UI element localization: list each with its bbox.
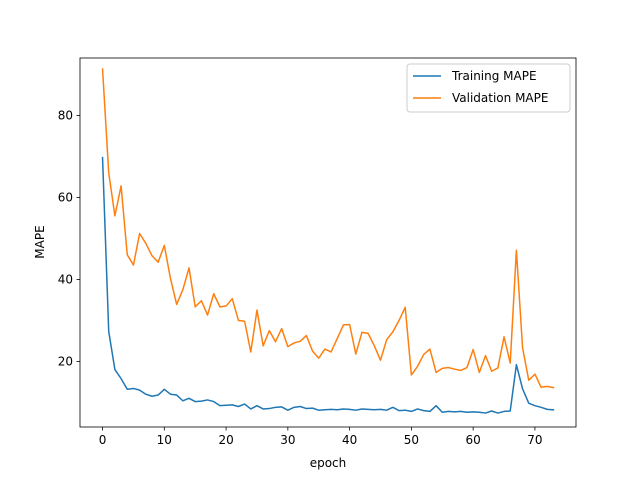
series-line-validation bbox=[101, 68, 555, 389]
x-tick-label: 60 bbox=[466, 433, 481, 447]
legend-entry-label: Training MAPE bbox=[451, 69, 537, 83]
legend-box bbox=[406, 63, 571, 113]
y-tick-label: 40 bbox=[58, 272, 73, 286]
y-tick-label: 60 bbox=[58, 190, 73, 204]
y-tick-label: 20 bbox=[58, 354, 73, 368]
legend: Training MAPE Validation MAPE bbox=[406, 63, 571, 113]
x-tick-label: 40 bbox=[342, 433, 357, 447]
x-axis-label: epoch bbox=[310, 456, 347, 470]
x-tick-label: 10 bbox=[157, 433, 172, 447]
x-tick-label: 0 bbox=[99, 433, 107, 447]
series-line-training bbox=[101, 156, 555, 414]
x-tick-label: 30 bbox=[280, 433, 295, 447]
x-tick-label: 20 bbox=[218, 433, 233, 447]
legend-entry-label: Validation MAPE bbox=[452, 91, 548, 105]
x-tick-label: 50 bbox=[404, 433, 419, 447]
plot-area bbox=[79, 57, 577, 428]
y-axis-label: MAPE bbox=[33, 225, 47, 258]
x-axis-ticks: 0 10 20 30 40 50 60 70 bbox=[99, 427, 543, 447]
y-axis-ticks: 20 40 60 80 bbox=[58, 108, 80, 368]
axes-frame bbox=[79, 57, 577, 428]
y-tick-label: 80 bbox=[58, 108, 73, 122]
x-tick-label: 70 bbox=[527, 433, 542, 447]
